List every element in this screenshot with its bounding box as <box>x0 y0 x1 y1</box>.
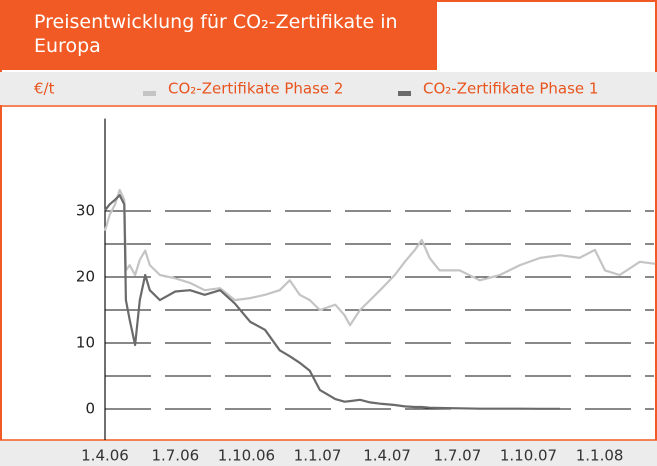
x-tick-label: 1.1.07 <box>294 447 342 465</box>
x-tick-label: 1.4.07 <box>363 447 411 465</box>
x-axis-band <box>0 440 657 466</box>
y-axis-label: €/t <box>34 80 55 98</box>
x-tick-label: 1.4.06 <box>81 447 129 465</box>
y-tick-label: 20 <box>76 268 95 286</box>
y-tick-label: 0 <box>85 400 95 418</box>
y-tick-label: 30 <box>76 202 95 220</box>
x-tick-label: 1.10.07 <box>500 447 557 465</box>
legend-band <box>0 72 657 105</box>
y-tick-label: 10 <box>76 334 95 352</box>
series-line <box>103 188 656 327</box>
title-box: Preisentwicklung für CO₂-Zertifikate in … <box>0 0 437 70</box>
x-tick-label: 1.1.08 <box>576 447 624 465</box>
x-tick-label: 1.10.06 <box>218 447 275 465</box>
legend-swatch <box>398 91 411 96</box>
legend-label: CO₂-Zertifikate Phase 2 <box>168 80 343 98</box>
x-tick-label: 1.7.06 <box>151 447 199 465</box>
x-tick-label: 1.7.07 <box>434 447 482 465</box>
legend-label: CO₂-Zertifikate Phase 1 <box>423 80 598 98</box>
series-line <box>104 194 561 410</box>
chart-title: Preisentwicklung für CO₂-Zertifikate in … <box>34 11 398 57</box>
legend-swatch <box>143 91 156 96</box>
